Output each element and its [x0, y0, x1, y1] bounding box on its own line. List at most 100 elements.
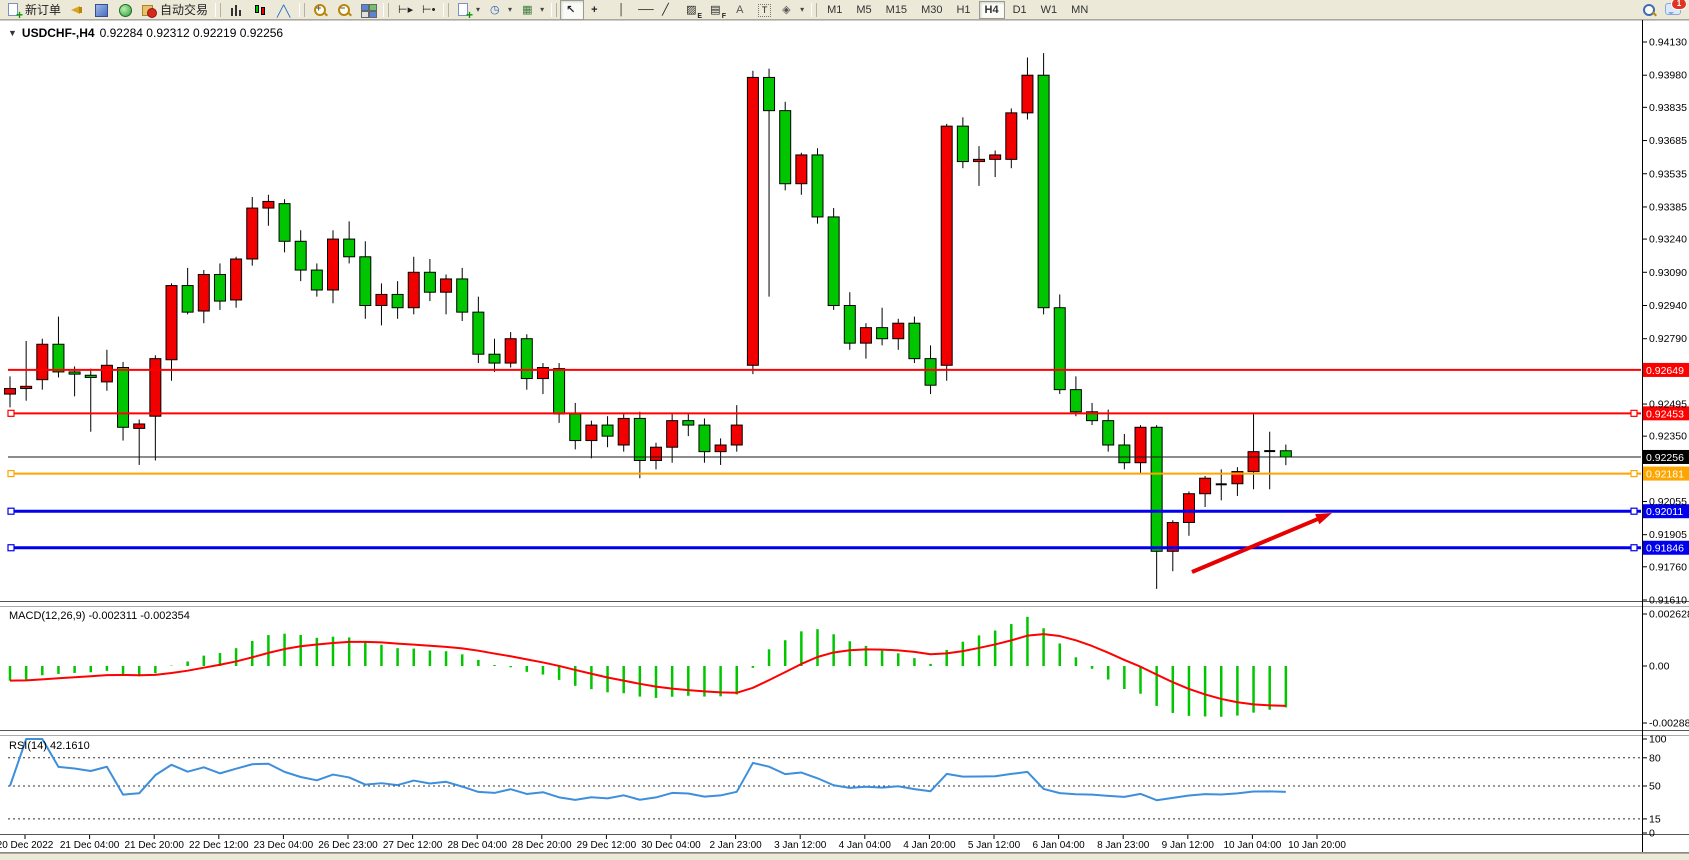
cursor-tool-button[interactable]: ↖	[560, 0, 585, 20]
macd-axis-label: 0.002628	[1649, 608, 1689, 620]
rsi-axis-label: 0	[1649, 828, 1655, 840]
timeframe-m30[interactable]: M30	[921, 3, 943, 16]
channel-tool-button[interactable]: ▨ E	[680, 0, 704, 20]
candle-body	[488, 353, 501, 364]
candle-body	[1199, 477, 1212, 495]
price-line-label-text: 0.92453	[1646, 408, 1684, 420]
line-handle[interactable]	[1630, 469, 1638, 478]
text-label-tool-button[interactable]: T	[752, 0, 776, 20]
candle-body	[1118, 444, 1131, 464]
alert-horn-button[interactable]	[65, 0, 89, 20]
macd-indicator-label: MACD(12,26,9) -0.002311 -0.002354	[9, 610, 190, 622]
candle-body	[213, 274, 226, 302]
candle-body	[149, 358, 162, 417]
vertical-line-icon: │	[618, 3, 625, 16]
line-handle[interactable]	[7, 409, 15, 417]
candle-body	[569, 413, 582, 442]
candle-body	[763, 76, 776, 112]
timeframe-m5[interactable]: M5	[856, 3, 872, 16]
bar-chart-mode-button[interactable]	[224, 0, 248, 20]
new-order-label: 新订单	[25, 3, 62, 17]
candle-body	[278, 203, 291, 242]
candle-body	[892, 322, 905, 340]
candle-body	[730, 424, 743, 446]
new-order-button[interactable]: + 新订单	[2, 0, 65, 21]
time-axis-label: 27 Dec 12:00	[383, 840, 443, 851]
line-chart-mode-button[interactable]: ╱╲	[272, 0, 296, 20]
toolbar-grip	[215, 2, 222, 17]
trendline-tool-button[interactable]: ╱	[656, 0, 680, 20]
chart-shift-icon: ⊢•	[422, 3, 436, 16]
zoom-in-button[interactable]: +	[308, 0, 332, 20]
timeframe-m1[interactable]: M1	[827, 3, 843, 16]
candle-body	[262, 200, 275, 209]
line-handle[interactable]	[1630, 544, 1638, 552]
horizontal-line-tool-button[interactable]: ──	[632, 0, 656, 20]
candle-body	[68, 371, 81, 375]
candle-body	[956, 125, 969, 163]
candle-body	[633, 417, 646, 461]
globe-signal-icon	[117, 3, 133, 17]
timeframe-m15[interactable]: M15	[885, 3, 908, 16]
arrows-tool-button[interactable]: ◈ ▾	[782, 3, 805, 16]
auto-trading-button[interactable]: 自动交易	[137, 0, 212, 20]
tile-windows-button[interactable]	[356, 0, 380, 20]
terminal-window-button[interactable]	[89, 0, 113, 20]
chart-shift-button[interactable]: ⊢•	[416, 0, 440, 20]
candle-body	[859, 327, 872, 344]
price-line-label	[1643, 362, 1689, 377]
time-axis-label: 26 Dec 23:00	[318, 840, 378, 851]
zoom-out-icon: −	[336, 3, 352, 17]
line-handle[interactable]	[7, 469, 15, 478]
timeframe-mn[interactable]: MN	[1071, 3, 1089, 16]
crosshair-tool-button[interactable]: +	[584, 0, 608, 20]
rsi-axis-label: 50	[1649, 781, 1661, 793]
candle-body	[133, 423, 146, 429]
macd-axis-label: 0.00	[1649, 661, 1670, 673]
candle-body	[1247, 451, 1260, 473]
add-indicator-icon: +	[456, 2, 473, 21]
text-tool-button[interactable]: A	[728, 0, 752, 20]
candle-chart-mode-button[interactable]	[248, 0, 272, 20]
price-axis-label: 0.92790	[1649, 333, 1687, 345]
timeframe-h1[interactable]: H1	[956, 3, 971, 16]
timeframe-w1[interactable]: W1	[1040, 3, 1058, 16]
candle-body	[310, 269, 323, 291]
timeframe-d1[interactable]: D1	[1012, 3, 1027, 16]
templates-menu-button[interactable]: ▦ ▾	[522, 3, 545, 16]
line-handle[interactable]	[1630, 409, 1638, 417]
auto-scroll-button[interactable]: ⊢▸	[392, 0, 416, 20]
search-icon[interactable]	[1641, 3, 1657, 17]
periods-menu-button[interactable]: ◷ ▾	[490, 3, 513, 16]
price-axis-label: 0.93385	[1649, 201, 1687, 213]
vertical-line-tool-button[interactable]: │	[608, 0, 632, 20]
line-handle[interactable]	[1630, 507, 1638, 515]
line-handle[interactable]	[7, 544, 15, 552]
price-line-label-text: 0.92181	[1646, 469, 1684, 481]
timeframe-h4[interactable]: H4	[978, 0, 1005, 19]
notifications-icon[interactable]: 1	[1665, 0, 1687, 17]
price-axis-label: 0.91610	[1649, 595, 1687, 607]
candle-body	[1069, 389, 1082, 413]
fibonacci-tool-button[interactable]: ▤ F	[704, 0, 728, 20]
bid-price-label	[1643, 449, 1689, 464]
line-handle[interactable]	[7, 507, 15, 515]
candle-body	[1150, 426, 1163, 552]
ohlc-readout: 0.92284 0.92312 0.92219 0.92256	[99, 26, 284, 40]
macd-signal-line	[9, 633, 1286, 707]
zoom-out-button[interactable]: −	[332, 0, 356, 20]
time-axis-label: 23 Dec 04:00	[254, 840, 314, 851]
price-axis-label: 0.93835	[1649, 102, 1687, 114]
price-axis-label: 0.92940	[1649, 300, 1687, 312]
new-order-icon: +	[6, 2, 23, 21]
trend-arrow-head[interactable]	[1315, 513, 1332, 525]
symbol-timeframe-label: USDCHF-,H4	[21, 26, 95, 40]
rsi-line	[9, 738, 1286, 802]
trend-arrow-line[interactable]	[1191, 515, 1322, 574]
symbol-dropdown-icon[interactable]: ▼	[8, 28, 17, 38]
price-axis-label: 0.93980	[1649, 70, 1687, 82]
signals-button[interactable]	[113, 0, 137, 20]
indicators-menu-button[interactable]: + ▾	[452, 0, 484, 21]
candle-body	[181, 285, 194, 313]
